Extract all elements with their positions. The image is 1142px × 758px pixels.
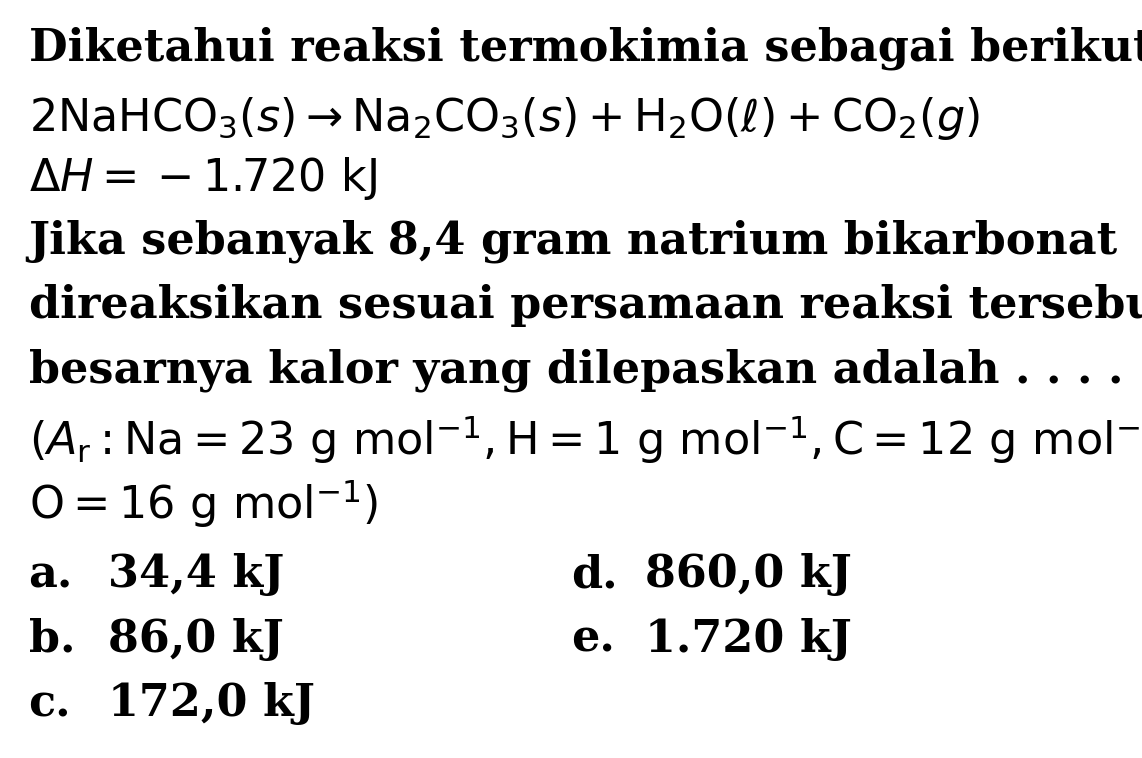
Text: c.: c. [29,682,71,725]
Text: 172,0 kJ: 172,0 kJ [108,682,315,725]
Text: d.: d. [571,553,618,597]
Text: 860,0 kJ: 860,0 kJ [645,553,852,597]
Text: $\Delta H = -1.720\ \mathrm{kJ}$: $\Delta H = -1.720\ \mathrm{kJ}$ [29,155,377,202]
Text: direaksikan sesuai persamaan reaksi tersebut,: direaksikan sesuai persamaan reaksi ters… [29,284,1142,327]
Text: Diketahui reaksi termokimia sebagai berikut.: Diketahui reaksi termokimia sebagai beri… [29,27,1142,70]
Text: besarnya kalor yang dilepaskan adalah . . . .: besarnya kalor yang dilepaskan adalah . … [29,349,1123,392]
Text: a.: a. [29,553,73,597]
Text: b.: b. [29,618,75,661]
Text: $(A_\mathrm{r}\mathrm{: Na = 23\ g\ mol^{-1}, H = 1\ g\ mol^{-1}, C = 12\ g\ mol: $(A_\mathrm{r}\mathrm{: Na = 23\ g\ mol^… [29,413,1142,466]
Text: $\mathrm{2NaHCO_3(}s\mathrm{) \rightarrow Na_2CO_3(}s\mathrm{) + H_2O(}\ell\math: $\mathrm{2NaHCO_3(}s\mathrm{) \rightarro… [29,95,980,142]
Text: e.: e. [571,618,614,661]
Text: 34,4 kJ: 34,4 kJ [108,553,284,597]
Text: 86,0 kJ: 86,0 kJ [108,618,284,661]
Text: Jika sebanyak 8,4 gram natrium bikarbonat: Jika sebanyak 8,4 gram natrium bikarbona… [29,220,1118,263]
Text: 1.720 kJ: 1.720 kJ [645,618,852,661]
Text: $\mathrm{O = 16\ g\ mol^{-1})}$: $\mathrm{O = 16\ g\ mol^{-1})}$ [29,478,378,531]
